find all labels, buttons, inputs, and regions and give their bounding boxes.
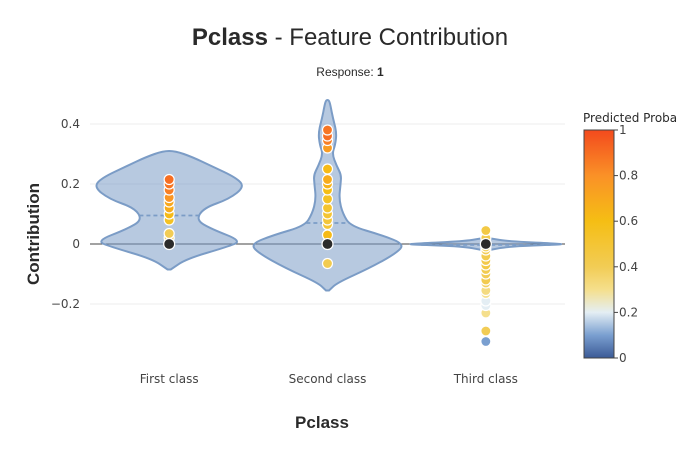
x-tick-label: Second class (289, 372, 367, 386)
colorbar-tick-label: 0.4 (619, 260, 638, 274)
chart-title-rest: - Feature Contribution (268, 24, 508, 51)
colorbar-tick-label: 0.2 (619, 305, 638, 319)
colorbar-tick-label: 0.8 (619, 169, 638, 183)
colorbar-title: Predicted Proba (583, 111, 677, 125)
y-tick-label: 0.4 (61, 117, 80, 131)
chart-title-feature: Pclass (192, 24, 268, 51)
plot-area: −0.2 0 0.2 0.4 First class Second class Third … (51, 100, 565, 386)
y-tick-label: 0 (72, 237, 80, 251)
y-tick-label: 0.2 (61, 177, 80, 191)
chart-subtitle-value: 1 (377, 65, 384, 79)
x-tick-label: First class (140, 372, 199, 386)
zero-marker (164, 239, 175, 250)
data-point (481, 337, 491, 347)
colorbar-tick-label: 1 (619, 123, 627, 137)
zero-marker (322, 239, 333, 250)
data-point (164, 229, 174, 239)
data-point (481, 226, 491, 236)
colorbar-tick-label: 0 (619, 351, 627, 365)
zero-marker (480, 239, 491, 250)
data-point (323, 164, 333, 174)
colorbar: Predicted Proba 0 0.2 0.4 0.6 0.8 1 (583, 111, 677, 365)
data-point (323, 259, 333, 269)
data-point (323, 125, 333, 135)
data-point (481, 326, 491, 336)
data-point (323, 175, 333, 185)
data-point (164, 175, 174, 185)
colorbar-bar (584, 130, 614, 358)
y-tick-label: −0.2 (51, 297, 80, 311)
chart-title: Pclass - Feature Contribution (192, 24, 508, 51)
x-axis-title: Pclass (295, 413, 349, 432)
chart-subtitle: Response: 1 (316, 65, 384, 79)
y-axis-title: Contribution (24, 183, 43, 285)
chart-subtitle-prefix: Response: (316, 65, 377, 79)
colorbar-tick-label: 0.6 (619, 214, 638, 228)
x-tick-label: Third class (453, 372, 518, 386)
